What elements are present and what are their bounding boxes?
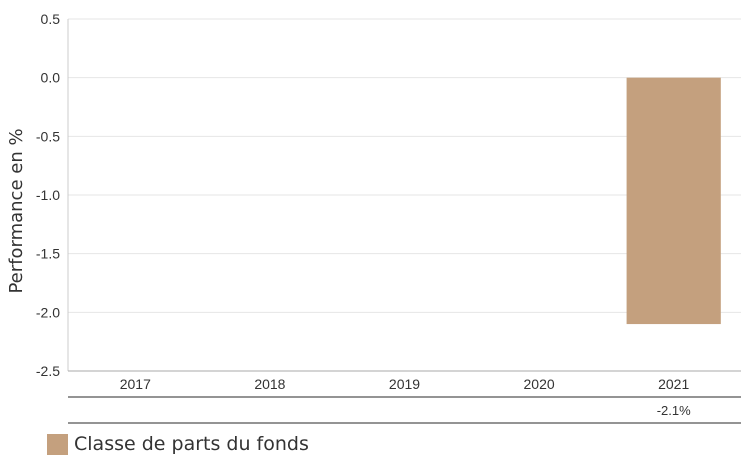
legend: Classe de parts du fonds	[47, 434, 309, 455]
y-tick-label: -2.0	[36, 304, 60, 320]
x-tick-label: 2018	[254, 376, 285, 392]
x-tick-label: 2017	[120, 376, 151, 392]
y-tick-label: -0.5	[36, 128, 60, 144]
x-tick-label: 2021	[658, 376, 689, 392]
x-tick-label: 2019	[389, 376, 420, 392]
data-table-row: -2.1%	[657, 403, 691, 418]
y-tick-labels: 0.5 0.0 -0.5 -1.0 -1.5 -2.0 -2.5	[36, 11, 60, 379]
x-tick-labels: 2017 2018 2019 2020 2021	[120, 376, 690, 392]
y-tick-label: 0.5	[41, 11, 61, 27]
y-axis-label: Performance en %	[6, 128, 27, 293]
bar	[626, 77, 721, 325]
legend-label: Classe de parts du fonds	[74, 433, 309, 455]
bars	[626, 77, 721, 325]
x-tick-label: 2020	[524, 376, 555, 392]
legend-swatch	[47, 434, 68, 455]
y-tick-label: -2.5	[36, 363, 60, 379]
data-label: -2.1%	[657, 403, 691, 418]
y-tick-label: 0.0	[41, 70, 61, 86]
y-tick-label: -1.5	[36, 246, 60, 262]
y-tick-label: -1.0	[36, 187, 60, 203]
